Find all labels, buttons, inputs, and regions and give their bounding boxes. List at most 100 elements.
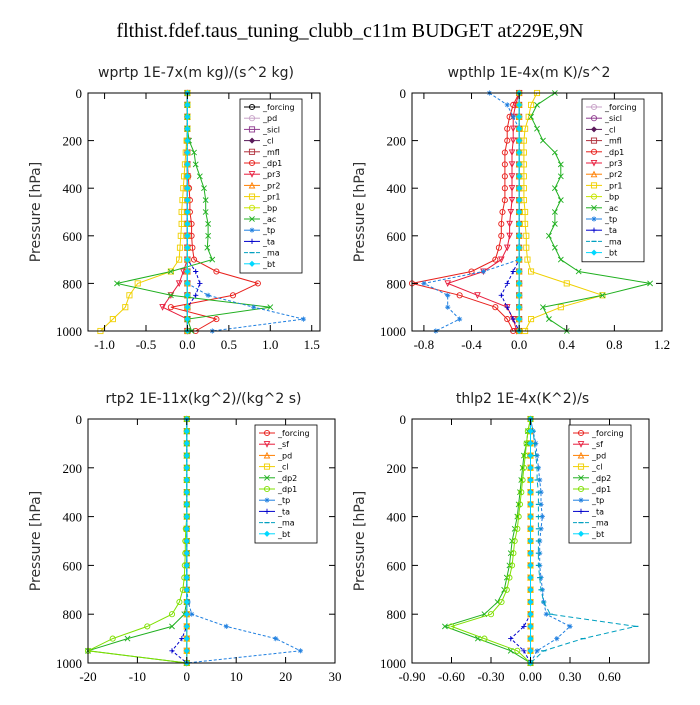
y-tick-label: 0 <box>400 86 407 101</box>
legend-marker <box>577 530 585 537</box>
x-tick-label: -10 <box>129 669 146 684</box>
series-line-tp <box>186 93 304 332</box>
legend-label: _ac <box>262 215 276 224</box>
legend-marker <box>248 137 256 144</box>
data-point <box>511 537 518 545</box>
data-point <box>557 161 564 168</box>
legend-label: _sicl <box>262 125 280 134</box>
data-point <box>516 501 524 508</box>
data-point <box>510 114 516 120</box>
y-tick-label: 1000 <box>380 656 406 671</box>
legend-marker <box>590 126 598 133</box>
data-point <box>507 208 515 216</box>
legend-label: _ma <box>277 519 295 528</box>
data-point <box>539 514 545 520</box>
data-point <box>527 440 534 447</box>
x-tick-label: 0.0 <box>179 337 195 352</box>
legend-marker <box>263 530 271 537</box>
legend: _forcing _sf _pd _cl _dp2 _dp1 _tp _ta _ma _bt <box>568 424 632 544</box>
data-point <box>492 304 499 311</box>
data-point <box>254 280 261 287</box>
data-point <box>509 137 517 145</box>
x-tick-label: 0.4 <box>559 337 576 352</box>
legend-label: _bt <box>604 249 617 258</box>
data-point <box>183 574 190 581</box>
x-tick-label: -0.8 <box>414 337 435 352</box>
series-line-dp1 <box>411 92 520 332</box>
data-point <box>516 197 523 204</box>
panel-title: wpthlp 1E-4x(m K)/s^2 <box>448 65 611 81</box>
legend-label: _ma <box>591 519 609 528</box>
panel-title: thlp2 1E-4x(K^2)/s <box>456 391 589 407</box>
data-point <box>501 161 508 168</box>
data-point <box>518 489 525 496</box>
legend-marker <box>249 238 255 244</box>
data-point <box>516 244 523 251</box>
legend-marker <box>577 429 585 437</box>
data-point <box>501 185 508 192</box>
y-tick-label: 800 <box>387 607 407 622</box>
legend-label: _pd <box>262 114 277 123</box>
chart-panel-2: wpthlp 1E-4x(m K)/s^2 Pressure [hPa] 0 200 4… <box>352 65 670 352</box>
y-tick-label: 800 <box>63 607 83 622</box>
x-tick-label: 1.0 <box>262 337 278 352</box>
y-tick-label: 1000 <box>56 324 82 339</box>
x-tick-label: 0.5 <box>221 337 237 352</box>
legend-label: _ma <box>262 249 280 258</box>
chart-panel-3: rtp2 1E-11x(kg^2)/(kg^2 s) Pressure [hPa]… <box>28 391 342 684</box>
data-point <box>167 292 174 299</box>
x-tick-label: -0.90 <box>398 669 425 684</box>
data-point <box>492 256 499 263</box>
data-point <box>538 489 544 495</box>
legend-marker <box>263 441 271 448</box>
y-tick-label: 0 <box>400 412 407 427</box>
data-point <box>515 513 522 520</box>
legend-label: _dp1 <box>604 148 624 157</box>
data-point <box>114 280 120 287</box>
data-point <box>498 220 505 227</box>
legend-marker <box>248 103 256 111</box>
data-point <box>183 635 190 642</box>
data-point <box>516 280 523 287</box>
data-point <box>229 292 237 299</box>
series-group <box>97 89 307 335</box>
legend-marker <box>263 463 271 470</box>
y-axis-label: Pressure [hPa] <box>352 162 368 262</box>
data-point <box>524 256 531 263</box>
data-point <box>599 292 606 299</box>
x-tick-label: 1.5 <box>304 337 320 352</box>
data-point <box>527 316 535 323</box>
legend-label: _pr3 <box>262 170 280 179</box>
y-tick-label: 200 <box>387 134 407 149</box>
data-point <box>184 244 191 251</box>
data-point <box>176 244 184 251</box>
data-point <box>557 197 564 204</box>
y-tick-label: 800 <box>387 276 407 291</box>
legend-label: _pd <box>277 451 292 460</box>
data-point <box>184 220 191 227</box>
y-tick-label: 600 <box>387 558 407 573</box>
y-tick-label: 0 <box>76 86 83 101</box>
data-point <box>193 292 199 298</box>
data-point <box>523 232 530 239</box>
chart-panel-4: thlp2 1E-4x(K^2)/s Pressure [hPa] 0 200 400 6… <box>352 391 650 684</box>
data-point <box>527 623 534 630</box>
data-point <box>527 562 534 569</box>
legend-label: _dp1 <box>591 485 611 494</box>
data-point <box>534 125 540 132</box>
legend-marker <box>264 474 270 481</box>
data-point <box>184 101 191 108</box>
data-point <box>516 208 523 216</box>
data-point <box>527 537 534 545</box>
data-point <box>516 268 523 275</box>
data-point <box>193 268 199 275</box>
x-tick-label: 0 <box>184 669 191 684</box>
data-point <box>534 648 540 654</box>
data-point <box>516 149 523 156</box>
x-tick-label: 10 <box>230 669 243 684</box>
y-tick-label: 1000 <box>56 656 82 671</box>
legend-marker <box>264 497 270 503</box>
data-point <box>516 256 523 263</box>
data-point <box>647 280 654 287</box>
data-point <box>557 304 564 311</box>
